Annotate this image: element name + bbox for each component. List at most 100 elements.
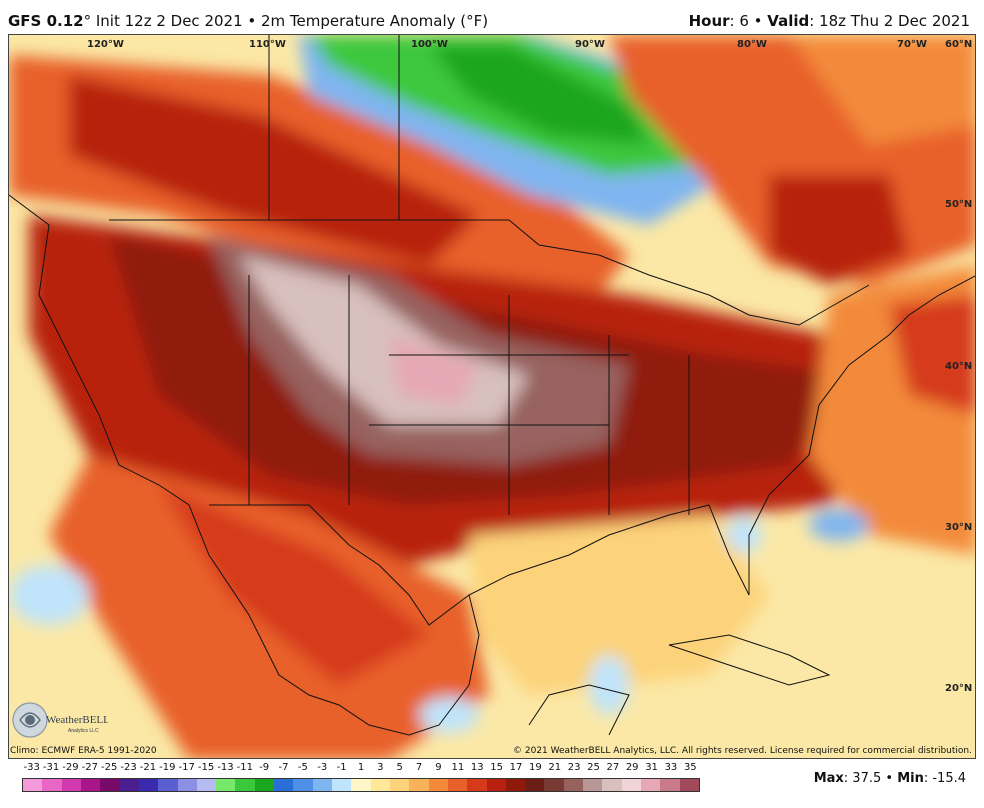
legend-swatch — [351, 779, 371, 791]
legend-tick: 13 — [470, 762, 484, 773]
legend-tick: -21 — [139, 762, 157, 773]
legend-tick: 7 — [415, 762, 423, 773]
legend-swatch — [158, 779, 178, 791]
hour-value: : 6 • — [729, 12, 768, 30]
min-label: Min — [897, 771, 924, 786]
legend-tick: -13 — [217, 762, 234, 773]
legend-swatch — [100, 779, 120, 791]
model-name: GFS 0.12 — [8, 12, 84, 30]
map-canvas — [9, 35, 975, 758]
legend-swatch — [389, 779, 410, 791]
legend-tick: 5 — [396, 762, 403, 773]
copyright-note: © 2021 WeatherBELL Analytics, LLC. All r… — [513, 746, 972, 756]
legend-swatch — [505, 779, 526, 791]
legend-swatch — [641, 779, 661, 791]
legend-swatch — [254, 779, 275, 791]
legend-swatch — [312, 779, 332, 791]
legend-swatch — [216, 779, 236, 791]
legend-swatch — [23, 779, 43, 791]
init-text: ° Init 12z 2 Dec 2021 • 2m Temperature A… — [83, 12, 489, 30]
legend-swatch — [428, 779, 448, 791]
legend-tick: -19 — [159, 762, 176, 773]
legend-tick: 29 — [625, 762, 639, 773]
legend-colorbar — [22, 778, 700, 792]
legend-tick: -7 — [278, 762, 289, 773]
legend-tick: -29 — [62, 762, 79, 773]
legend-tick: 1 — [357, 762, 365, 773]
legend-swatch — [80, 779, 101, 791]
temperature-anomaly-map: 120°W 110°W 100°W 90°W 80°W 70°W 60°N 50… — [8, 34, 976, 759]
lat-label-60n: 60°N — [945, 39, 973, 50]
legend-ticks: -33 -31 -29 -27 -25 -23 -21 -19 -17 -15 -13 -11 -9 -7… — [12, 762, 700, 776]
legend-tick: 19 — [528, 762, 542, 773]
legend-swatch — [196, 779, 217, 791]
hour-label: Hour — [688, 12, 730, 30]
lon-label-70w: 70°W — [897, 39, 927, 50]
legend-swatch — [602, 779, 622, 791]
min-value: : -15.4 — [923, 771, 966, 786]
lon-label-90w: 90°W — [575, 39, 605, 50]
legend-swatch — [447, 779, 468, 791]
logo-subtext: Analytics LLC — [68, 728, 99, 734]
valid-time: Hour: 6 • Valid: 18z Thu 2 Dec 2021 — [689, 12, 970, 30]
legend-swatch — [583, 779, 603, 791]
legend-tick: 31 — [645, 762, 658, 773]
legend-swatch — [660, 779, 680, 791]
legend-tick: 15 — [490, 762, 503, 773]
max-label: Max — [813, 771, 844, 786]
legend-swatch — [544, 779, 564, 791]
legend-tick: 33 — [664, 762, 678, 773]
lat-label-30n: 30°N — [945, 522, 973, 533]
climo-note: Climo: ECMWF ERA-5 1991-2020 — [10, 746, 157, 756]
legend-tick: -23 — [120, 762, 137, 773]
legend-tick: 35 — [683, 762, 697, 773]
legend-swatch — [42, 779, 62, 791]
map-header: GFS 0.12° Init 12z 2 Dec 2021 • 2m Tempe… — [0, 0, 984, 34]
legend-tick: 9 — [435, 762, 442, 773]
legend-swatch — [177, 779, 197, 791]
legend-swatch — [679, 779, 699, 791]
max-min-readout: Max: 37.5 • Min: -15.4 — [814, 771, 966, 786]
logo-wordmark: WeatherBELL — [46, 714, 108, 726]
legend-swatch — [293, 779, 313, 791]
weatherbell-logo: WeatherBELL Analytics LLC — [12, 696, 110, 744]
legend-swatch — [61, 779, 81, 791]
lon-label-100w: 100°W — [411, 39, 448, 50]
lon-label-120w: 120°W — [87, 39, 124, 50]
valid-label: Valid — [767, 12, 810, 30]
max-value: : 37.5 • — [843, 771, 898, 786]
legend-swatch — [274, 779, 294, 791]
legend-swatch — [563, 779, 584, 791]
legend-tick: -11 — [236, 762, 253, 773]
legend-tick: 27 — [606, 762, 620, 773]
legend-swatch — [467, 779, 487, 791]
legend-swatch — [525, 779, 545, 791]
legend-tick: 3 — [377, 762, 384, 773]
lat-label-40n: 40°N — [945, 361, 973, 372]
legend-tick: -25 — [100, 762, 118, 773]
legend-tick: -5 — [297, 762, 308, 773]
legend-swatch — [370, 779, 390, 791]
legend-tick: -27 — [81, 762, 98, 773]
legend-swatch — [138, 779, 159, 791]
legend-tick: -31 — [42, 762, 60, 773]
lat-label-20n: 20°N — [945, 683, 973, 694]
map-title: GFS 0.12° Init 12z 2 Dec 2021 • 2m Tempe… — [8, 12, 488, 30]
legend-tick: -33 — [23, 762, 40, 773]
legend-swatch — [332, 779, 352, 791]
legend-tick: -9 — [259, 762, 270, 773]
valid-value: : 18z Thu 2 Dec 2021 — [809, 12, 970, 30]
lon-label-110w: 110°W — [249, 39, 286, 50]
legend-tick: 17 — [509, 762, 523, 773]
legend-swatch — [119, 779, 139, 791]
legend-tick: -1 — [336, 762, 347, 773]
legend-tick: 23 — [567, 762, 581, 773]
legend-tick: 21 — [548, 762, 562, 773]
legend-tick: 11 — [451, 762, 465, 773]
legend-swatch — [235, 779, 255, 791]
legend-tick: -15 — [197, 762, 215, 773]
lat-label-50n: 50°N — [945, 199, 973, 210]
legend-tick: -3 — [317, 762, 328, 773]
legend-swatch — [486, 779, 506, 791]
legend-swatch — [621, 779, 641, 791]
